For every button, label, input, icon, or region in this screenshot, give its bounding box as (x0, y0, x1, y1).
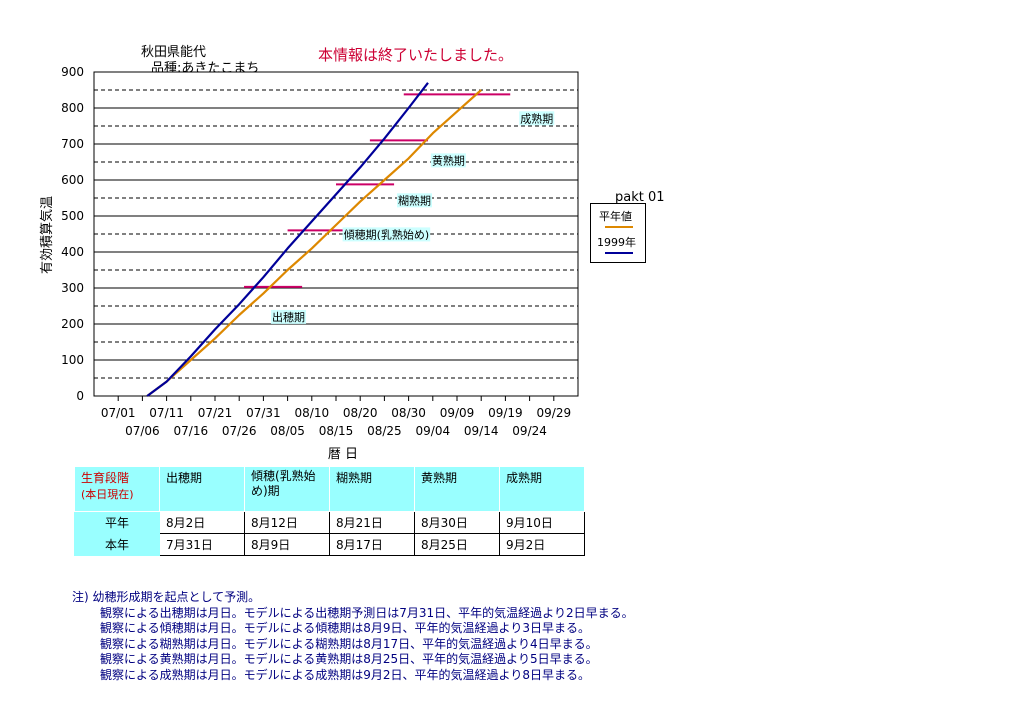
table-header-cell: 傾穂(乳熟始め)期 (244, 466, 330, 512)
x-tick-label: 09/14 (464, 424, 499, 438)
x-tick-label: 07/01 (101, 406, 136, 420)
y-tick-label: 400 (61, 245, 84, 259)
table-header-cell: 出穂期 (159, 466, 245, 512)
y-axis-label: 有効積算気温 (39, 196, 55, 274)
y-tick-label: 0 (76, 389, 84, 403)
y-tick-label: 500 (61, 209, 84, 223)
table-corner-label: 生育段階 (81, 471, 130, 485)
series-line-normal (146, 89, 482, 397)
y-tick-label: 800 (61, 101, 84, 115)
note-line: 観察による出穂期は月日。モデルによる出穂期予測日は7月31日、平年的気温経過より… (100, 605, 634, 620)
stage-label: 傾穂期(乳熟始め) (344, 227, 430, 241)
table-cell: 8月2日 (159, 511, 245, 534)
table-corner-sub: (本日現在) (81, 488, 134, 501)
table-cell: 8月17日 (329, 533, 415, 556)
x-tick-label: 08/30 (391, 406, 426, 420)
x-tick-label: 08/15 (319, 424, 354, 438)
table-header-cell: 糊熟期 (329, 466, 415, 512)
note-line: 観察による成熟期は月日。モデルによる成熟期は9月2日、平年的気温経過より8日早ま… (100, 667, 590, 682)
x-tick-label: 08/20 (343, 406, 378, 420)
x-axis-label: 暦 日 (328, 447, 358, 462)
x-tick-label: 07/16 (174, 424, 209, 438)
y-tick-label: 200 (61, 317, 84, 331)
stage-label: 糊熟期 (398, 193, 431, 207)
y-tick-label: 300 (61, 281, 84, 295)
stage-label: 出穂期 (272, 310, 305, 324)
series-layer (146, 82, 482, 397)
stage-label: 黄熟期 (432, 153, 465, 167)
legend: 平年値 1999年 (590, 203, 646, 263)
stage-label: 成熟期 (520, 111, 553, 125)
x-tick-label: 07/31 (246, 406, 281, 420)
legend-normal-swatch (605, 226, 633, 228)
table-cell: 9月2日 (499, 533, 585, 556)
x-tick-label: 09/04 (416, 424, 451, 438)
table-row: 本年 7月31日 8月9日 8月17日 8月25日 9月2日 (74, 533, 585, 556)
legend-year-swatch (605, 252, 633, 254)
stage-label-bg (519, 111, 555, 126)
x-tick-label: 09/19 (488, 406, 523, 420)
x-tick-label: 09/24 (512, 424, 547, 438)
notice-label: 本情報は終了いたしました。 (318, 46, 514, 64)
stage-label-bg (271, 309, 307, 324)
x-tick-label: 07/06 (125, 424, 160, 438)
table-cell: 8月9日 (244, 533, 330, 556)
stage-layer: 出穂期 傾穂期(乳熟始め) 糊熟期 黄熟期 成熟期 (244, 93, 555, 324)
table-row-label: 本年 (74, 533, 160, 556)
x-tick-label: 08/05 (270, 424, 305, 438)
x-tick-label: 09/09 (440, 406, 475, 420)
series-line-year (146, 82, 429, 397)
x-tick-label: 09/29 (537, 406, 572, 420)
legend-normal-label: 平年値 (599, 210, 632, 223)
note-line: 観察による糊熟期は月日。モデルによる糊熟期は8月17日、平年的気温経過より4日早… (100, 636, 598, 651)
y-tick-label: 700 (61, 137, 84, 151)
accumulated-temperature-chart: 出穂期 傾穂期(乳熟始め) 糊熟期 黄熟期 成熟期 0 100 200 300 400 500 60… (39, 65, 579, 462)
growth-stage-table: 生育段階 (本日現在) 出穂期 傾穂(乳熟始め)期 糊熟期 黄熟期 成熟期 平年… (74, 466, 585, 556)
table-cell: 9月10日 (499, 511, 585, 534)
note-line: 観察による傾穂期は月日。モデルによる傾穂期は8月9日、平年的気温経過より3日早ま… (100, 621, 590, 635)
table-cell: 8月12日 (244, 511, 330, 534)
x-tick-label: 08/25 (367, 424, 402, 438)
table-cell: 7月31日 (159, 533, 245, 556)
legend-title: pakt 01 (615, 190, 665, 205)
table-cell: 8月30日 (414, 511, 500, 534)
x-tick-label: 07/21 (198, 406, 233, 420)
x-tick-label: 07/26 (222, 424, 257, 438)
notes-intro: 注) 幼穂形成期を起点として予測。 (72, 590, 261, 604)
x-tick-label: 08/10 (295, 406, 330, 420)
table-header-cell: 黄熟期 (414, 466, 500, 512)
notes-block: 注) 幼穂形成期を起点として予測。 観察による出穂期は月日。モデルによる出穂期予… (72, 590, 634, 683)
stage-label-bg (342, 227, 431, 242)
legend-year-label: 1999年 (597, 236, 636, 249)
table-cell: 8月25日 (414, 533, 500, 556)
table-header-cell: 成熟期 (499, 466, 585, 512)
table-corner: 生育段階 (本日現在) (74, 466, 160, 512)
y-tick-label: 100 (61, 353, 84, 367)
x-tick-label: 07/11 (149, 406, 184, 420)
stage-label-bg (397, 193, 432, 208)
grid-layer (93, 71, 579, 397)
tick-layer: 0 100 200 300 400 500 600 700 800 900 07/01 07/11 07… (61, 65, 571, 438)
stage-label-bg (430, 153, 466, 168)
y-tick-label: 900 (61, 65, 84, 79)
table-row: 平年 8月2日 8月12日 8月21日 8月30日 9月10日 (74, 511, 585, 534)
location-label: 秋田県能代 (141, 45, 207, 60)
y-tick-label: 600 (61, 173, 84, 187)
note-line: 観察による黄熟期は月日。モデルによる黄熟期は8月25日、平年的気温経過より5日早… (100, 652, 598, 666)
table-cell: 8月21日 (329, 511, 415, 534)
table-row-label: 平年 (74, 511, 160, 534)
